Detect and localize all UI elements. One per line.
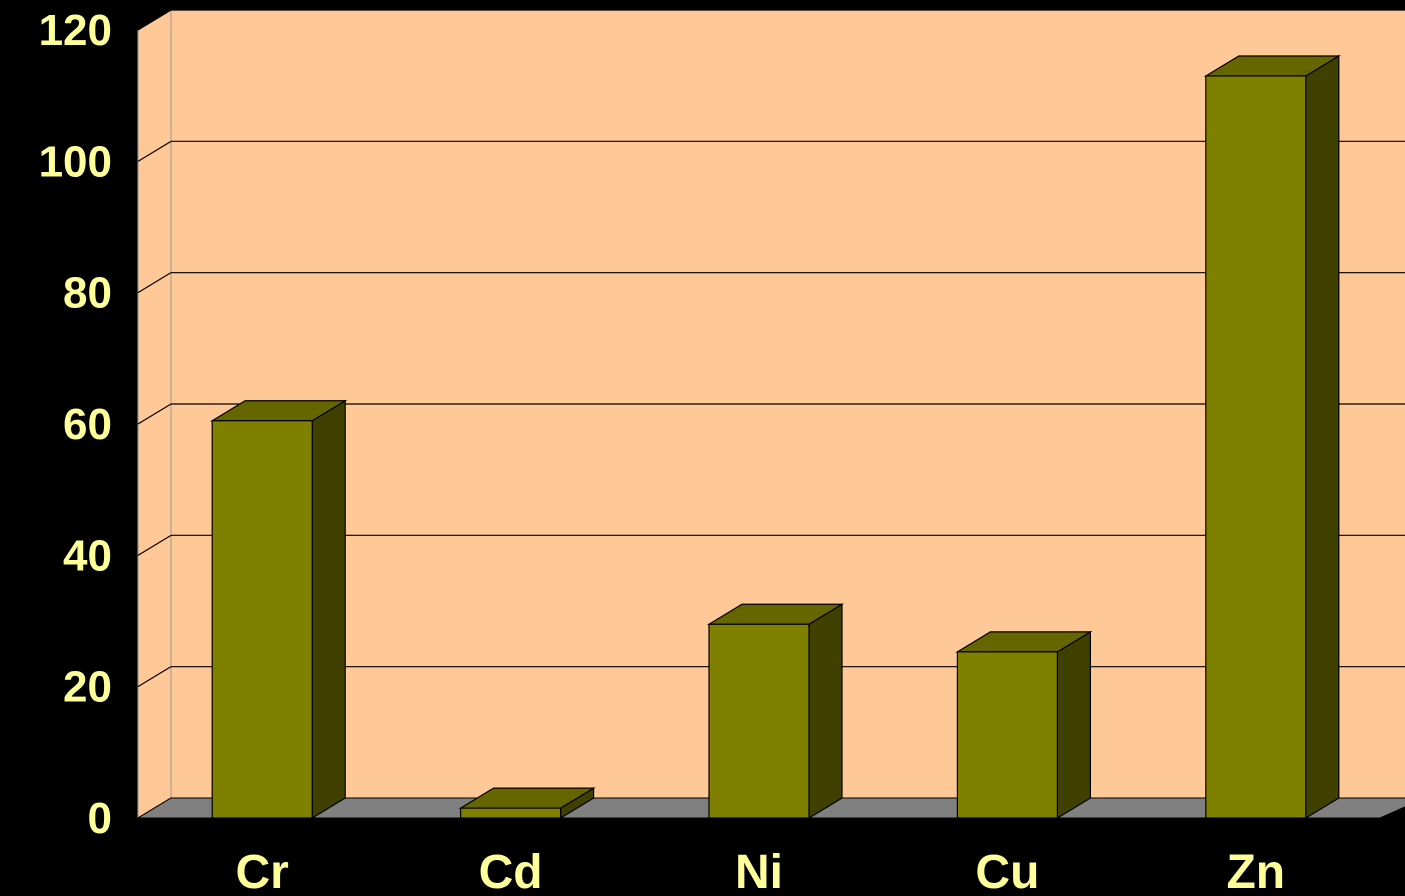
gridline-side <box>137 9 172 31</box>
bar <box>1203 54 1341 820</box>
x-category-label: Cu <box>975 846 1039 896</box>
x-category-label: Cr <box>236 846 289 896</box>
bar <box>955 630 1093 820</box>
bar-front <box>1205 75 1307 819</box>
y-tick-label: 20 <box>63 663 112 712</box>
bar-front <box>211 420 313 819</box>
gridline-side <box>137 666 172 688</box>
y-tick-label: 0 <box>88 794 112 843</box>
gridline-side <box>137 140 172 162</box>
gridline-side <box>137 534 172 556</box>
y-tick-label: 100 <box>39 137 112 186</box>
bar <box>458 787 596 820</box>
y-tick-label: 40 <box>63 531 112 580</box>
x-axis-category-labels: Cr Cd Ni Cu Zn <box>236 846 1286 896</box>
bars <box>210 54 1341 820</box>
x-category-label: Cd <box>479 846 543 896</box>
gridline-side <box>137 272 172 294</box>
gridline-side <box>137 403 172 425</box>
x-category-label: Zn <box>1226 846 1285 896</box>
bar <box>210 399 348 820</box>
bar-side <box>311 399 346 820</box>
y-tick-label: 80 <box>63 269 112 318</box>
bar-front <box>956 651 1059 819</box>
bar-front <box>460 807 562 819</box>
y-axis-tick-labels: 0 20 40 60 80 100 120 <box>39 6 112 843</box>
bar-side <box>1056 630 1092 820</box>
y-tick-label: 120 <box>39 6 112 55</box>
bar-side <box>1305 54 1340 820</box>
bar-side <box>808 603 843 820</box>
bar-front <box>708 623 810 819</box>
bar <box>706 603 845 820</box>
x-category-label: Ni <box>735 846 783 896</box>
y-tick-label: 60 <box>63 400 112 449</box>
gridlines <box>137 9 1405 819</box>
